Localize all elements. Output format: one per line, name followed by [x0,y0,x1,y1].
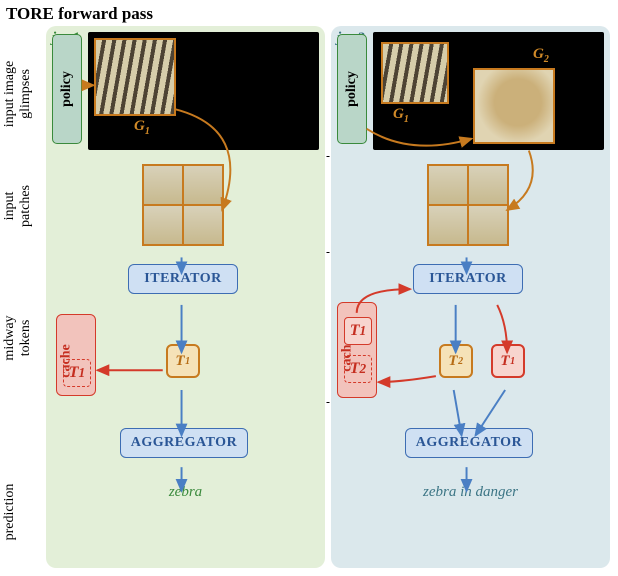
j1-patches-grid [142,164,224,246]
j2-token-t2: T2 [439,344,473,378]
j2-cache: cache T1 T2 [337,302,377,398]
j2-cache-slot-t2: T2 [344,355,372,383]
j1-cache-slot-t1: T1 [63,359,91,387]
j2-policy-box: policy [337,34,367,144]
j2-glimpse-g2 [473,68,555,144]
j1-iterator-box: ITERATOR [128,264,238,294]
j1-token-t1: T1 [166,344,200,378]
j2-patches-grid [427,164,509,246]
j2-glimpse-g1 [381,42,449,104]
j1-policy-box: policy [52,34,82,144]
row-label-prediction: prediction [2,464,18,560]
j2-token-t1: T1 [491,344,525,378]
j1-glimpse-g1 [94,38,176,116]
j1-cache: cache T1 [56,314,96,396]
j2-iterator-box: ITERATOR [413,264,523,294]
row-labels: input imageglimpses inputpatches midwayt… [0,26,46,568]
j1-prediction: zebra [46,484,325,501]
j2-glimpse-g2-label: G2 [533,46,549,65]
j1-aggregator-box: AGGREGATOR [120,428,248,458]
column-j2: j = 2 G1 G2 policy ITERATOR cache T1 T2 … [331,26,610,568]
diagram-title: TORE forward pass [0,0,618,28]
column-j1: j = 1 G1 policy ITERATOR cache T1 T1 AGG… [46,26,325,568]
row-label-glimpses: input imageglimpses [2,34,34,154]
row-label-tokens: midwaytokens [2,278,34,398]
j2-aggregator-box: AGGREGATOR [405,428,533,458]
j1-image-stage: G1 [88,32,319,150]
row-label-patches: inputpatches [2,166,34,246]
main-container: j = 1 G1 policy ITERATOR cache T1 T1 AGG… [46,26,610,568]
j2-image-stage: G1 G2 [373,32,604,150]
j2-cache-slot-t1: T1 [344,317,372,345]
j2-glimpse-g1-label: G1 [393,106,409,125]
j2-prediction: zebra in danger [331,484,610,501]
j1-glimpse-g1-label: G1 [134,118,150,137]
